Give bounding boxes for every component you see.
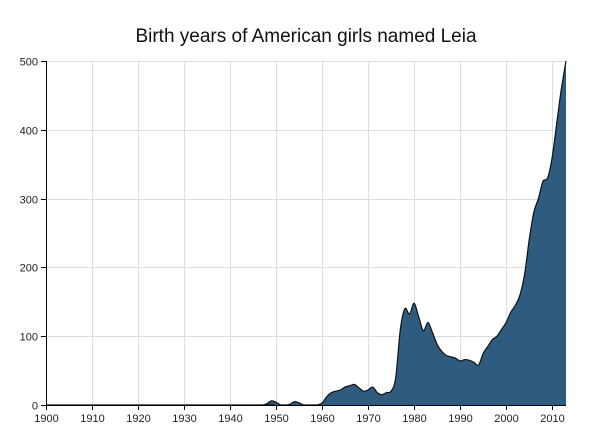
x-tick-label: 1930 xyxy=(172,413,196,425)
x-tick-label: 2010 xyxy=(540,413,564,425)
x-tick-label: 1940 xyxy=(218,413,242,425)
x-tick-label: 1910 xyxy=(80,413,104,425)
axes: 1900 1910 1920 1930 1940 1950 1960 1970 1980 1990… xyxy=(20,57,566,425)
x-tick-label: 1960 xyxy=(310,413,334,425)
y-tick-label: 200 xyxy=(20,263,38,275)
x-tick-label: 2000 xyxy=(494,413,518,425)
area-line xyxy=(46,60,567,406)
y-tick-label: 500 xyxy=(20,57,38,69)
x-tick-label: 1970 xyxy=(356,413,380,425)
y-tick-label: 400 xyxy=(20,126,38,138)
x-tick-label: 1980 xyxy=(402,413,426,425)
chart-title: Birth years of American girls named Leia xyxy=(135,26,477,47)
area-fill xyxy=(46,61,566,405)
y-tick-label: 100 xyxy=(20,332,38,344)
x-tick-label: 1950 xyxy=(264,413,288,425)
y-tick-label: 0 xyxy=(32,401,38,413)
y-tick-label: 300 xyxy=(20,195,38,207)
x-tick-label: 1990 xyxy=(448,413,472,425)
area-series xyxy=(46,60,567,406)
x-tick-label: 1920 xyxy=(126,413,150,425)
x-tick-label: 1900 xyxy=(34,413,58,425)
